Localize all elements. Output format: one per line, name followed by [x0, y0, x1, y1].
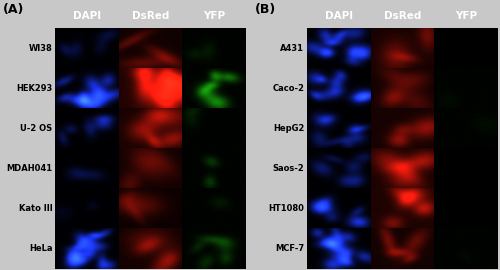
Text: A431: A431	[280, 44, 304, 53]
Text: HeLa: HeLa	[29, 244, 52, 253]
Text: (B): (B)	[254, 3, 276, 16]
Text: WI38: WI38	[28, 44, 52, 53]
Text: MCF-7: MCF-7	[275, 244, 304, 253]
Text: (A): (A)	[2, 3, 24, 16]
Text: DAPI: DAPI	[72, 11, 101, 21]
Text: Caco-2: Caco-2	[272, 84, 304, 93]
Text: HEK293: HEK293	[16, 84, 52, 93]
Text: U-2 OS: U-2 OS	[20, 124, 52, 133]
Text: HT1080: HT1080	[268, 204, 304, 213]
Text: Kato III: Kato III	[18, 204, 52, 213]
Text: YFP: YFP	[454, 11, 477, 21]
Text: YFP: YFP	[202, 11, 225, 21]
Text: Saos-2: Saos-2	[272, 164, 304, 173]
Text: DsRed: DsRed	[384, 11, 421, 21]
Text: DAPI: DAPI	[324, 11, 353, 21]
Text: HepG2: HepG2	[273, 124, 304, 133]
Text: MDAH041: MDAH041	[6, 164, 52, 173]
Text: DsRed: DsRed	[132, 11, 169, 21]
